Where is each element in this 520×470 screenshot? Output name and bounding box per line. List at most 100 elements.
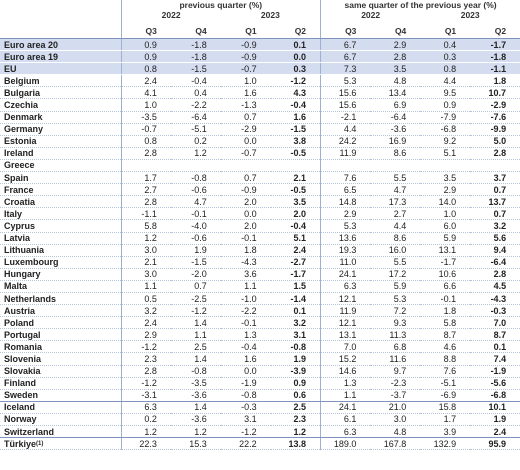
value-cell: 2.4 <box>470 425 520 439</box>
value-cell: -6.8 <box>420 123 471 136</box>
value-cell: 8.8 <box>420 352 471 366</box>
value-cell: 13.1 <box>420 244 471 257</box>
table-row: Finland -1.2 -3.5 -1.9 0.9 1.3 -2.3 -5.1 -5.6 <box>0 377 520 390</box>
value-cell: -0.4 <box>270 219 321 233</box>
value-cell: -0.8 <box>270 340 321 354</box>
value-cell: 6.9 <box>370 98 421 112</box>
value-cell: 6.1 <box>320 413 371 427</box>
value-cell: -1.0 <box>220 292 271 306</box>
value-cell: -1.7 <box>470 38 520 52</box>
country-name: Spain <box>4 172 29 183</box>
value-cell: -2.3 <box>370 377 421 390</box>
value-cell: 6.8 <box>370 340 421 354</box>
value-cell: -1.7 <box>270 268 321 281</box>
value-cell: 8.7 <box>470 328 520 342</box>
country-name: Norway <box>4 414 37 425</box>
value-cell: 1.9 <box>470 413 520 427</box>
value-cell: 17.2 <box>370 268 421 281</box>
value-cell: -0.9 <box>220 38 271 52</box>
value-cell: 0.4 <box>420 38 471 52</box>
country-cell: Latvia <box>0 232 121 245</box>
value-cell: 0.0 <box>220 135 271 148</box>
value-cell: 11.3 <box>370 328 421 342</box>
value-cell: 1.7 <box>120 171 171 185</box>
value-cell: 1.3 <box>220 328 271 342</box>
table-row: Greece <box>0 159 520 173</box>
table-row: Germany -0.7 -5.1 -2.9 -1.5 4.4 -3.6 -6.8 -9.9 <box>0 123 520 136</box>
value-cell: 0.5 <box>120 292 171 306</box>
value-cell: 1.8 <box>470 74 520 88</box>
value-cell: -0.7 <box>220 147 271 160</box>
value-cell: -1.8 <box>470 50 520 64</box>
country-name: Finland <box>4 378 36 389</box>
value-cell: 2.8 <box>370 50 421 64</box>
value-cell: 3.8 <box>270 135 321 148</box>
value-cell: 5.9 <box>420 232 471 245</box>
value-cell <box>120 159 171 173</box>
value-cell: 7.2 <box>370 304 421 318</box>
value-cell: 6.7 <box>320 38 371 52</box>
country-name: Poland <box>4 317 35 328</box>
value-cell: 1.9 <box>170 244 221 257</box>
value-cell: 4.4 <box>370 219 421 233</box>
year-header: 2023 <box>460 10 480 20</box>
country-cell: Slovakia <box>0 365 121 378</box>
value-cell: -4.3 <box>220 256 271 269</box>
value-cell: 0.7 <box>470 207 520 221</box>
value-cell: 4.4 <box>320 123 371 136</box>
value-cell: -1.8 <box>170 38 221 52</box>
country-cell: Germany <box>0 123 121 136</box>
value-cell: 0.9 <box>120 38 171 52</box>
value-cell: 0.7 <box>220 111 271 124</box>
value-cell: 22.2 <box>220 437 271 451</box>
value-cell: -0.8 <box>170 365 221 378</box>
value-cell <box>420 159 471 173</box>
country-cell: Finland <box>0 377 121 390</box>
value-cell: 3.5 <box>370 62 421 76</box>
country-name: Belgium <box>4 75 40 86</box>
value-cell: 3.2 <box>270 316 321 330</box>
value-cell: 0.0 <box>220 207 271 221</box>
value-cell: 2.8 <box>120 147 171 160</box>
value-cell: 0.6 <box>270 389 321 402</box>
value-cell: 11.0 <box>320 256 371 269</box>
table-row: Switzerland 1.2 1.2 -1.2 1.2 6.3 4.8 3.9 2.4 <box>0 425 520 439</box>
year-header: 2023 <box>260 10 280 20</box>
country-name: Lithuania <box>4 245 44 256</box>
table-row: Euro area 19 0.9 -1.8 -0.9 0.0 6.7 2.8 0.3 -1.8 <box>0 50 520 64</box>
value-cell: 0.7 <box>470 183 520 197</box>
value-cell: 15.3 <box>170 437 221 451</box>
value-cell: 132.9 <box>420 437 471 451</box>
country-cell: Estonia <box>0 135 121 148</box>
country-cell: Iceland <box>0 401 121 414</box>
value-cell: 19.3 <box>320 244 371 257</box>
table-row: Spain 1.7 -0.8 0.7 2.1 7.6 5.5 3.5 3.7 <box>0 171 520 185</box>
value-cell: 12.1 <box>320 316 371 330</box>
value-cell: -0.8 <box>220 389 271 402</box>
value-cell: 189.0 <box>320 437 371 451</box>
quarter-header: Q2 <box>270 20 321 39</box>
value-cell: 9.4 <box>470 244 520 257</box>
value-cell <box>320 159 371 173</box>
value-cell: 1.5 <box>270 280 321 293</box>
value-cell: 10.7 <box>470 86 520 100</box>
value-cell: 16.0 <box>370 244 421 257</box>
quarter-header: Q3 <box>120 20 171 39</box>
table-row: Lithuania 3.0 1.9 1.8 2.4 19.3 16.0 13.1 9.4 <box>0 244 520 257</box>
value-cell: 3.5 <box>420 171 471 185</box>
country-cell: Italy <box>0 207 121 221</box>
value-cell: -4.3 <box>470 292 520 306</box>
country-cell: Ireland <box>0 147 121 160</box>
table-row: Latvia 1.2 -0.6 -0.1 5.1 13.6 8.6 5.9 5.6 <box>0 232 520 245</box>
value-cell: 4.8 <box>370 425 421 439</box>
value-cell: 1.3 <box>320 377 371 390</box>
value-cell: 2.9 <box>120 328 171 342</box>
value-cell: 17.3 <box>370 195 421 209</box>
country-cell: Euro area 19 <box>0 50 121 64</box>
country-cell: Lithuania <box>0 244 121 257</box>
country-cell: Denmark <box>0 111 121 124</box>
country-name: Italy <box>4 208 23 219</box>
table-row: Norway 0.2 -3.6 3.1 2.3 6.1 3.0 1.7 1.9 <box>0 413 520 427</box>
value-cell: 2.0 <box>270 207 321 221</box>
year-header: 2022 <box>320 10 421 20</box>
